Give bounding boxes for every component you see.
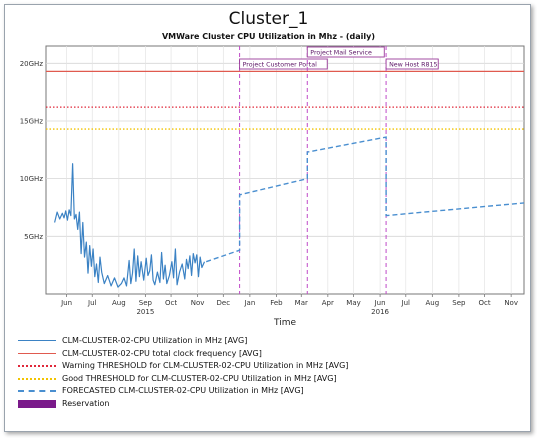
x-tick-label: Jun <box>374 299 386 307</box>
x-tick-label: May <box>346 299 360 307</box>
legend-label: Warning THRESHOLD for CLM-CLUSTER-02-CPU… <box>62 361 349 370</box>
legend-swatch <box>18 352 56 354</box>
x-tick-label: Apr <box>322 299 334 307</box>
legend-swatch <box>18 377 56 380</box>
x-tick-label: Jul <box>87 299 97 307</box>
reservation-label-box <box>306 46 385 58</box>
chart-legend: CLM-CLUSTER-02-CPU Utilization in MHz [A… <box>18 335 518 410</box>
legend-label: CLM-CLUSTER-02-CPU Utilization in MHz [A… <box>62 336 248 345</box>
x-tick-label: Mar <box>295 299 308 307</box>
utilization-series-line <box>54 163 206 288</box>
legend-label: FORECASTED CLM-CLUSTER-02-CPU Utilizatio… <box>62 386 304 395</box>
x-tick-label: Oct <box>165 299 177 307</box>
reservation-label-box <box>385 58 439 70</box>
x-tick-label: Nov <box>191 299 205 307</box>
reservation-label-box <box>239 58 328 70</box>
reservation-label: New Host R815 <box>389 62 437 69</box>
x-tick-label: Aug <box>426 299 440 307</box>
x-tick-label: Sep <box>139 299 153 307</box>
legend-item: FORECASTED CLM-CLUSTER-02-CPU Utilizatio… <box>18 385 518 398</box>
x-tick-label: Feb <box>270 299 283 307</box>
legend-swatch <box>18 365 56 367</box>
legend-item: Good THRESHOLD for CLM-CLUSTER-02-CPU Ut… <box>18 373 518 386</box>
legend-swatch <box>18 340 56 341</box>
legend-item: Warning THRESHOLD for CLM-CLUSTER-02-CPU… <box>18 360 518 373</box>
x-tick-label: Jun <box>60 299 72 307</box>
x-tick-label: Jul <box>401 299 411 307</box>
y-tick-label: 5GHz <box>24 233 43 241</box>
y-tick-label: 10GHz <box>20 175 44 183</box>
forecast-series-line <box>205 136 525 263</box>
x-tick-label: Jan <box>243 299 255 307</box>
plot-area <box>45 45 525 295</box>
reservation-label: Project Mail Service <box>310 50 372 57</box>
x-year-label: 2016 <box>371 308 389 316</box>
reservation-label: Project Customer Portal <box>243 62 317 69</box>
x-tick-label: Nov <box>504 299 518 307</box>
x-tick-label: Sep <box>452 299 466 307</box>
x-tick-label: Dec <box>217 299 231 307</box>
x-axis-title: Time <box>273 318 296 328</box>
x-tick-label: Oct <box>479 299 491 307</box>
chart-subtitle: VMWare Cluster CPU Utilization in Mhz - … <box>161 32 376 41</box>
legend-label: Reservation <box>62 398 110 408</box>
legend-item: CLM-CLUSTER-02-CPU Utilization in MHz [A… <box>18 335 518 348</box>
legend-item: CLM-CLUSTER-02-CPU total clock frequency… <box>18 348 518 361</box>
legend-label: Good THRESHOLD for CLM-CLUSTER-02-CPU Ut… <box>62 373 337 383</box>
x-tick-label: Aug <box>112 299 126 307</box>
y-tick-label: 15GHz <box>20 117 44 125</box>
legend-item: Reservation <box>18 398 518 411</box>
legend-swatch <box>18 390 56 392</box>
legend-swatch <box>18 399 56 408</box>
x-year-label: 2015 <box>136 308 154 316</box>
y-tick-label: 20GHz <box>20 60 44 68</box>
chart-title: Cluster_1 <box>228 9 309 29</box>
legend-label: CLM-CLUSTER-02-CPU total clock frequency… <box>62 348 262 358</box>
